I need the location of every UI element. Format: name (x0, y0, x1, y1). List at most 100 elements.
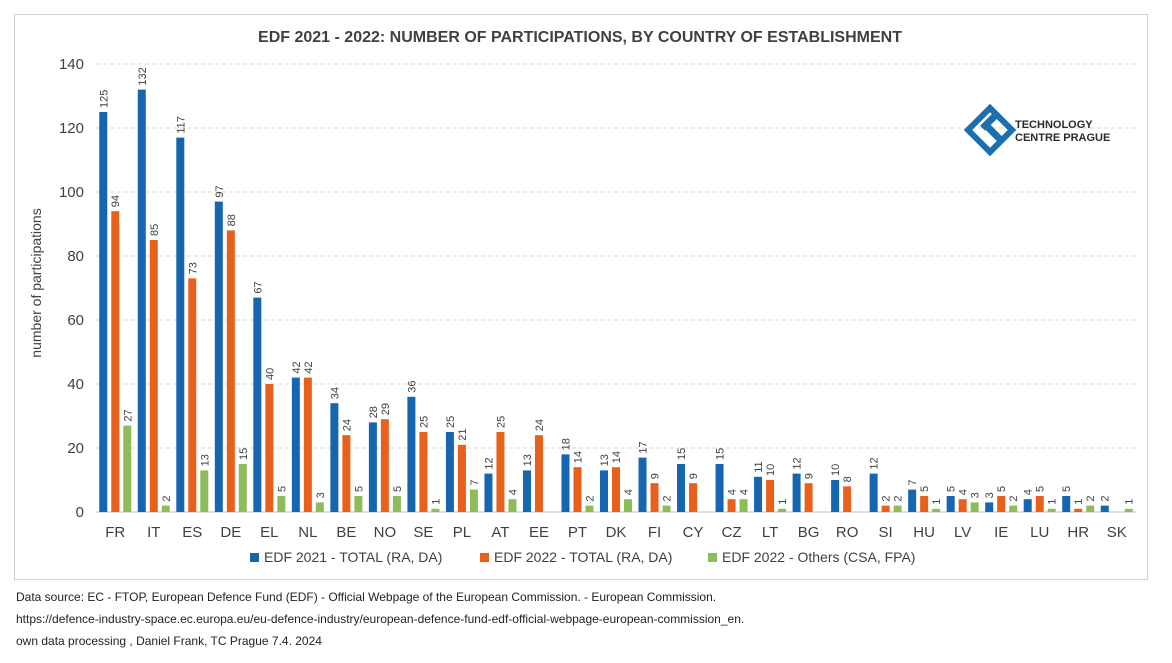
bar (561, 454, 570, 512)
chart-frame (14, 14, 1148, 580)
data-label: 11 (753, 461, 765, 472)
data-label: 5 (1035, 486, 1047, 492)
x-tick-label: LT (762, 524, 778, 541)
bar (1023, 499, 1032, 512)
data-label: 5 (392, 486, 404, 492)
bar (445, 432, 454, 512)
bar (265, 384, 274, 512)
bar (662, 505, 671, 512)
data-label: 5 (946, 486, 958, 492)
bar-chart: EDF 2021 - 2022: NUMBER OF PARTICIPATION… (28, 29, 1136, 565)
data-label: 1 (777, 499, 789, 505)
bar (1086, 505, 1095, 512)
y-tick-label: 100 (59, 184, 84, 201)
data-label: 18 (560, 438, 572, 450)
x-tick-label: LU (1030, 524, 1049, 541)
data-label: 29 (380, 403, 392, 415)
legend-swatch (480, 553, 489, 562)
data-label: 94 (110, 195, 122, 207)
bar (161, 505, 170, 512)
x-tick-label: IT (147, 524, 160, 541)
data-label: 4 (623, 489, 635, 495)
x-tick-label: CZ (722, 524, 742, 541)
data-label: 4 (507, 489, 519, 495)
legend-swatch (708, 553, 717, 562)
bar (792, 473, 801, 512)
bar (534, 435, 543, 512)
logo-text-line1: TECHNOLOGY (1015, 119, 1093, 131)
x-tick-label: SE (413, 524, 433, 541)
bar (522, 470, 531, 512)
tc-prague-logo: TECHNOLOGY CENTRE PRAGUE (963, 103, 1110, 157)
bar (600, 470, 608, 512)
y-tick-labels: 0 20 40 60 80 100 120 140 (59, 56, 84, 521)
bar (277, 496, 286, 512)
bar (573, 467, 582, 512)
x-tick-label: AT (491, 524, 509, 541)
data-label: 10 (765, 464, 777, 476)
data-label: 85 (149, 224, 161, 236)
bar (881, 505, 890, 512)
y-tick-label: 120 (59, 120, 84, 137)
data-label: 125 (98, 90, 110, 108)
bar (342, 435, 351, 512)
x-tick-label: BG (798, 524, 820, 541)
data-label: 40 (264, 368, 276, 380)
data-label: 1 (1047, 499, 1059, 505)
legend: EDF 2021 - TOTAL (RA, DA) EDF 2022 - TOTA… (250, 549, 915, 565)
data-label: 24 (341, 419, 353, 431)
bar (496, 432, 505, 512)
x-tick-label: ES (182, 524, 202, 541)
data-label: 25 (445, 416, 457, 428)
data-label: 17 (638, 441, 650, 453)
bar (585, 505, 594, 512)
source-url[interactable]: https://defence-industry-space.ec.europa… (16, 612, 745, 626)
bar (804, 483, 813, 512)
bar (970, 502, 979, 512)
data-label: 5 (919, 486, 931, 492)
bar (1035, 496, 1044, 512)
data-label: 7 (469, 479, 481, 485)
bar (368, 422, 377, 512)
bar (214, 201, 223, 512)
bar (997, 496, 1006, 512)
data-label: 5 (353, 486, 365, 492)
data-label: 15 (715, 448, 727, 460)
bar (469, 489, 478, 512)
data-label: 2 (1008, 495, 1020, 501)
bar (200, 470, 209, 512)
bar (612, 467, 620, 512)
data-label: 3 (984, 492, 996, 498)
x-tick-label: NL (298, 524, 317, 541)
bar (1074, 508, 1083, 512)
data-label: 1 (1124, 499, 1136, 505)
data-label: 12 (869, 457, 881, 469)
data-label: 2 (161, 495, 173, 501)
bar (946, 496, 955, 512)
data-label: 25 (418, 416, 430, 428)
x-tick-label: HR (1067, 524, 1089, 541)
data-label: 4 (739, 489, 751, 495)
bar (1124, 508, 1133, 512)
bar (624, 499, 632, 512)
data-label: 2 (1085, 495, 1097, 501)
bar (1062, 496, 1071, 512)
bar (893, 505, 902, 512)
x-tick-label: BE (336, 524, 356, 541)
bar (727, 499, 736, 512)
data-label: 5 (276, 486, 288, 492)
bar (508, 499, 517, 512)
data-label: 2 (881, 495, 893, 501)
bar (908, 489, 917, 512)
x-tick-label: DE (220, 524, 241, 541)
data-label: 3 (315, 492, 327, 498)
bar (315, 502, 324, 512)
bar (123, 425, 132, 512)
data-label: 1 (430, 499, 442, 505)
chart-title: EDF 2021 - 2022: NUMBER OF PARTICIPATION… (258, 29, 902, 46)
data-label: 15 (676, 448, 688, 460)
data-label: 10 (830, 464, 842, 476)
y-tick-label: 0 (76, 504, 84, 521)
data-label: 3 (970, 492, 982, 498)
data-label: 36 (406, 381, 418, 393)
